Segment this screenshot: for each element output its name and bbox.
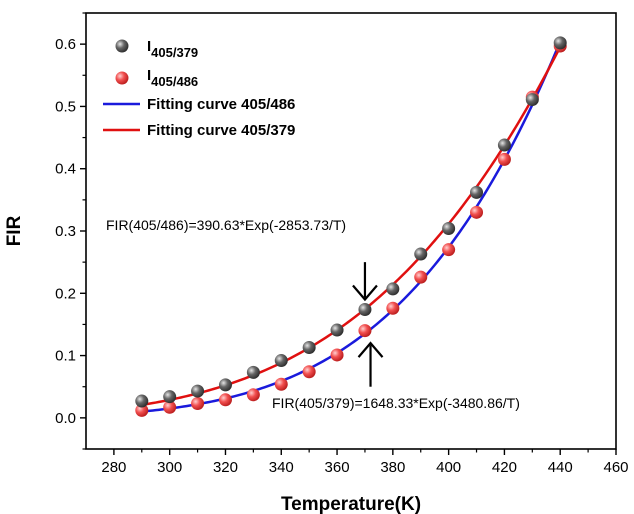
data-point xyxy=(274,377,288,391)
legend-marker-i405-379 xyxy=(115,39,129,53)
data-point xyxy=(135,403,149,417)
x-tick-label: 360 xyxy=(325,459,350,476)
y-tick-label: 0.2 xyxy=(55,285,76,302)
data-point xyxy=(246,388,260,402)
annotation-text-fit-405-486: FIR(405/486)=390.63*Exp(-2853.73/T) xyxy=(106,217,346,233)
data-point xyxy=(386,301,400,315)
fit-curve-line xyxy=(141,46,562,407)
data-point xyxy=(274,354,288,368)
data-point xyxy=(358,324,372,338)
x-axis-ticks: 280 300 320 340 360 380 400 420 440 460 xyxy=(101,449,629,476)
data-point xyxy=(525,93,539,107)
y-tick-label: 0.3 xyxy=(55,223,76,240)
data-point xyxy=(218,393,232,407)
data-point xyxy=(163,390,177,404)
data-point xyxy=(497,152,511,166)
x-tick-label: 440 xyxy=(548,459,573,476)
data-point xyxy=(191,397,205,411)
data-point xyxy=(386,282,400,296)
fit-curve-line xyxy=(141,40,562,413)
x-tick-label: 380 xyxy=(380,459,405,476)
y-axis-ticks: 0.0 0.1 0.2 0.3 0.4 0.5 0.6 xyxy=(55,12,86,450)
data-point xyxy=(135,394,149,408)
legend-label-i405-379: I405/379 xyxy=(147,38,198,60)
data-point xyxy=(470,205,484,219)
legend: I405/379 I405/486 Fitting curve 405/486 … xyxy=(103,38,295,139)
data-point xyxy=(470,185,484,199)
x-tick-label: 300 xyxy=(157,459,182,476)
data-point xyxy=(163,400,177,414)
y-axis-title: FIR xyxy=(4,215,25,246)
legend-marker-i405-486 xyxy=(115,71,129,85)
data-point xyxy=(497,138,511,152)
y-tick-label: 0.4 xyxy=(55,161,76,178)
y-tick-label: 0.5 xyxy=(55,98,76,115)
data-point xyxy=(553,36,567,50)
data-point xyxy=(330,348,344,362)
data-point xyxy=(246,365,260,379)
x-tick-label: 400 xyxy=(436,459,461,476)
annotation-arrowhead-up xyxy=(357,341,384,358)
data-point xyxy=(330,323,344,337)
x-tick-label: 460 xyxy=(603,459,628,476)
y-tick-label: 0.6 xyxy=(55,36,76,53)
data-point xyxy=(414,270,428,284)
x-tick-label: 320 xyxy=(213,459,238,476)
annotation-arrowhead-down xyxy=(352,284,378,302)
legend-label-fit-405-486: Fitting curve 405/486 xyxy=(147,96,295,113)
fitting-curves xyxy=(141,40,562,413)
x-tick-label: 340 xyxy=(269,459,294,476)
data-point xyxy=(191,384,205,398)
data-point xyxy=(218,378,232,392)
y-tick-label: 0.1 xyxy=(55,348,76,365)
data-point xyxy=(442,222,456,236)
data-point xyxy=(302,365,316,379)
data-point xyxy=(442,243,456,257)
legend-label-fit-405-379: Fitting curve 405/379 xyxy=(147,122,295,139)
data-point xyxy=(302,340,316,354)
data-point xyxy=(358,302,372,316)
legend-label-i405-486: I405/486 xyxy=(147,67,198,89)
data-points xyxy=(135,36,567,417)
x-axis-title: Temperature(K) xyxy=(281,494,421,514)
annotations: FIR(405/486)=390.63*Exp(-2853.73/T) FIR(4… xyxy=(106,217,520,411)
annotation-text-fit-405-379: FIR(405/379)=1648.33*Exp(-3480.86/T) xyxy=(272,395,520,411)
x-tick-label: 280 xyxy=(101,459,126,476)
y-tick-label: 0.0 xyxy=(55,410,76,427)
data-point xyxy=(414,247,428,261)
x-tick-label: 420 xyxy=(492,459,517,476)
